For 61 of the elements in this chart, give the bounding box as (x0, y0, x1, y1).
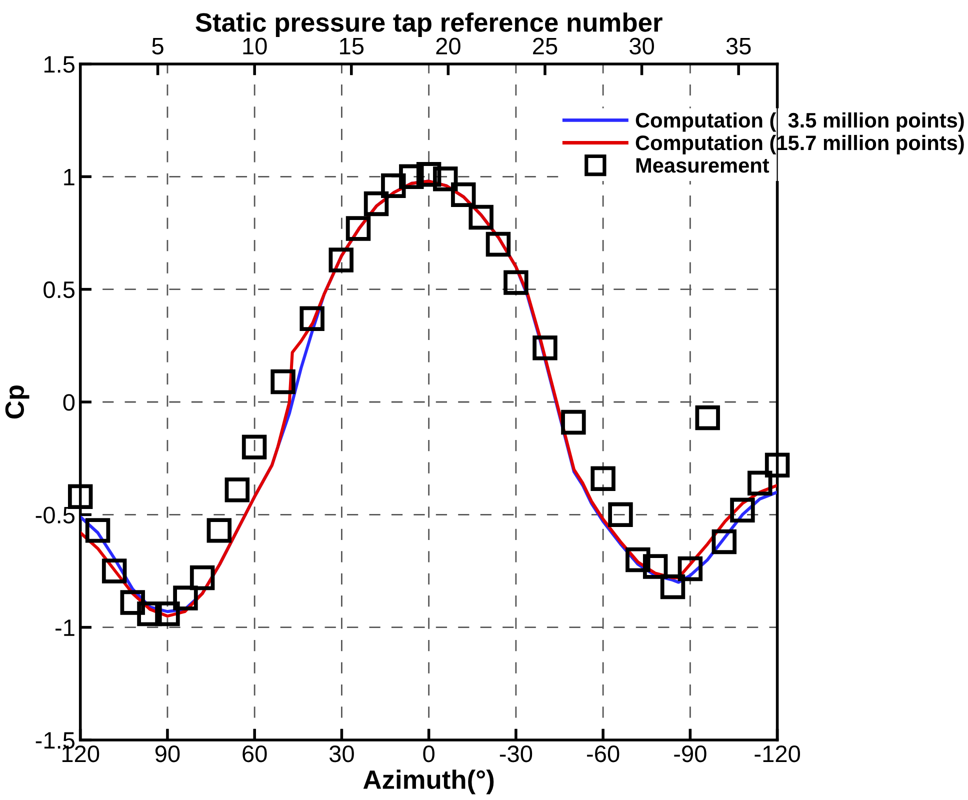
x-axis-title: Azimuth(°) (363, 770, 494, 794)
y-tick-label: 0.5 (44, 281, 74, 298)
y-tick-label: 1 (64, 168, 74, 186)
x-tick-label: 90 (155, 745, 180, 762)
point (270, 369, 296, 394)
x2-tick-label: 10 (243, 38, 267, 54)
point (399, 164, 424, 190)
point (712, 529, 737, 554)
point (190, 565, 215, 590)
point (328, 248, 354, 272)
point (173, 586, 198, 610)
x2-tick-label: 20 (436, 38, 460, 54)
point (590, 466, 616, 491)
point (381, 173, 406, 198)
point (748, 470, 772, 496)
x2-tick-label: 30 (630, 38, 654, 54)
x-tick-label: 0 (423, 745, 434, 762)
point (730, 498, 755, 523)
y-axis-title: Cp (5, 385, 30, 419)
y-tick-label: 0 (63, 394, 75, 411)
point (678, 556, 703, 582)
x2-tick-label: 5 (152, 38, 164, 54)
point (433, 166, 458, 192)
point (242, 434, 267, 460)
point (561, 410, 586, 435)
x2-axis-title: Static pressure tap reference number (196, 12, 662, 38)
point (504, 270, 528, 295)
x-tick-label: 60 (242, 745, 267, 762)
point (764, 452, 790, 478)
x-tick-label: -60 (587, 745, 620, 762)
x2-tick-label: 15 (340, 38, 364, 54)
point (486, 232, 511, 257)
x-tick-label: -30 (500, 745, 532, 762)
x-tick-label: -120 (754, 745, 800, 762)
point (532, 336, 558, 360)
x2-tick-label: 35 (726, 38, 751, 54)
point (224, 478, 250, 502)
x-tick-label: -90 (674, 745, 706, 762)
point (626, 547, 650, 572)
legend-label: Computation ( 3.5 million points) (636, 112, 964, 132)
point (102, 558, 127, 584)
x-tick-label: 30 (329, 745, 354, 762)
point (346, 216, 371, 241)
point (206, 518, 232, 543)
point (416, 162, 442, 187)
y-tick-label: 1.5 (44, 56, 74, 73)
point (155, 601, 180, 626)
y-tick-label: -1 (56, 620, 74, 636)
point (137, 601, 162, 626)
point (451, 182, 476, 208)
point (300, 306, 324, 331)
point (120, 590, 145, 615)
point (468, 204, 494, 230)
x2-tick-label: 25 (533, 38, 558, 54)
point (660, 574, 686, 600)
legend-label: Measurement (636, 158, 770, 173)
point (364, 191, 389, 216)
point (695, 405, 720, 430)
point (642, 554, 668, 579)
point (608, 502, 633, 528)
point (85, 518, 110, 543)
